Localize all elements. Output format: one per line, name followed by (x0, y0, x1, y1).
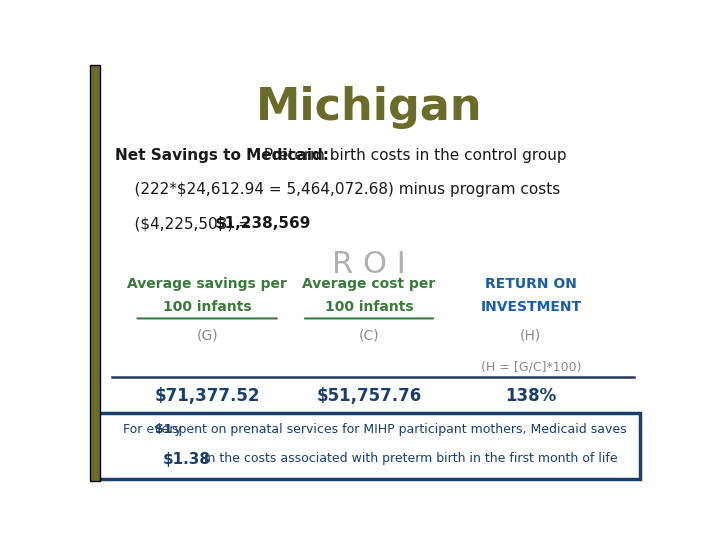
Text: $51,757.76: $51,757.76 (316, 387, 422, 405)
Text: For every: For every (124, 423, 186, 436)
Text: $1,238,569: $1,238,569 (215, 216, 311, 231)
Text: ($4,225,503) =: ($4,225,503) = (115, 216, 256, 231)
Text: (G): (G) (197, 329, 218, 343)
Text: spent on prenatal services for MIHP participant mothers, Medicaid saves: spent on prenatal services for MIHP part… (168, 423, 626, 436)
Text: $1.38: $1.38 (163, 453, 210, 467)
Text: 100 infants: 100 infants (163, 300, 251, 314)
FancyBboxPatch shape (99, 413, 639, 478)
Text: R O I: R O I (332, 250, 406, 279)
Text: (H): (H) (520, 329, 541, 343)
Text: RETURN ON: RETURN ON (485, 277, 577, 291)
Text: INVESTMENT: INVESTMENT (480, 300, 581, 314)
Text: $1: $1 (156, 423, 173, 436)
Text: Average cost per: Average cost per (302, 277, 436, 291)
Text: in the costs associated with preterm birth in the first month of life: in the costs associated with preterm bir… (200, 453, 618, 465)
Text: Net Savings to Medicaid:: Net Savings to Medicaid: (115, 148, 329, 163)
Text: Average savings per: Average savings per (127, 277, 287, 291)
Text: (222*$24,612.94 = 5,464,072.68) minus program costs: (222*$24,612.94 = 5,464,072.68) minus pr… (115, 182, 560, 197)
Text: (C): (C) (359, 329, 379, 343)
Text: (H = [G/C]*100): (H = [G/C]*100) (480, 360, 581, 373)
Text: 100 infants: 100 infants (325, 300, 413, 314)
Text: Preterm birth costs in the control group: Preterm birth costs in the control group (259, 148, 567, 163)
FancyBboxPatch shape (90, 65, 100, 481)
Text: 138%: 138% (505, 387, 557, 405)
Text: $71,377.52: $71,377.52 (154, 387, 260, 405)
Text: Michigan: Michigan (256, 85, 482, 129)
